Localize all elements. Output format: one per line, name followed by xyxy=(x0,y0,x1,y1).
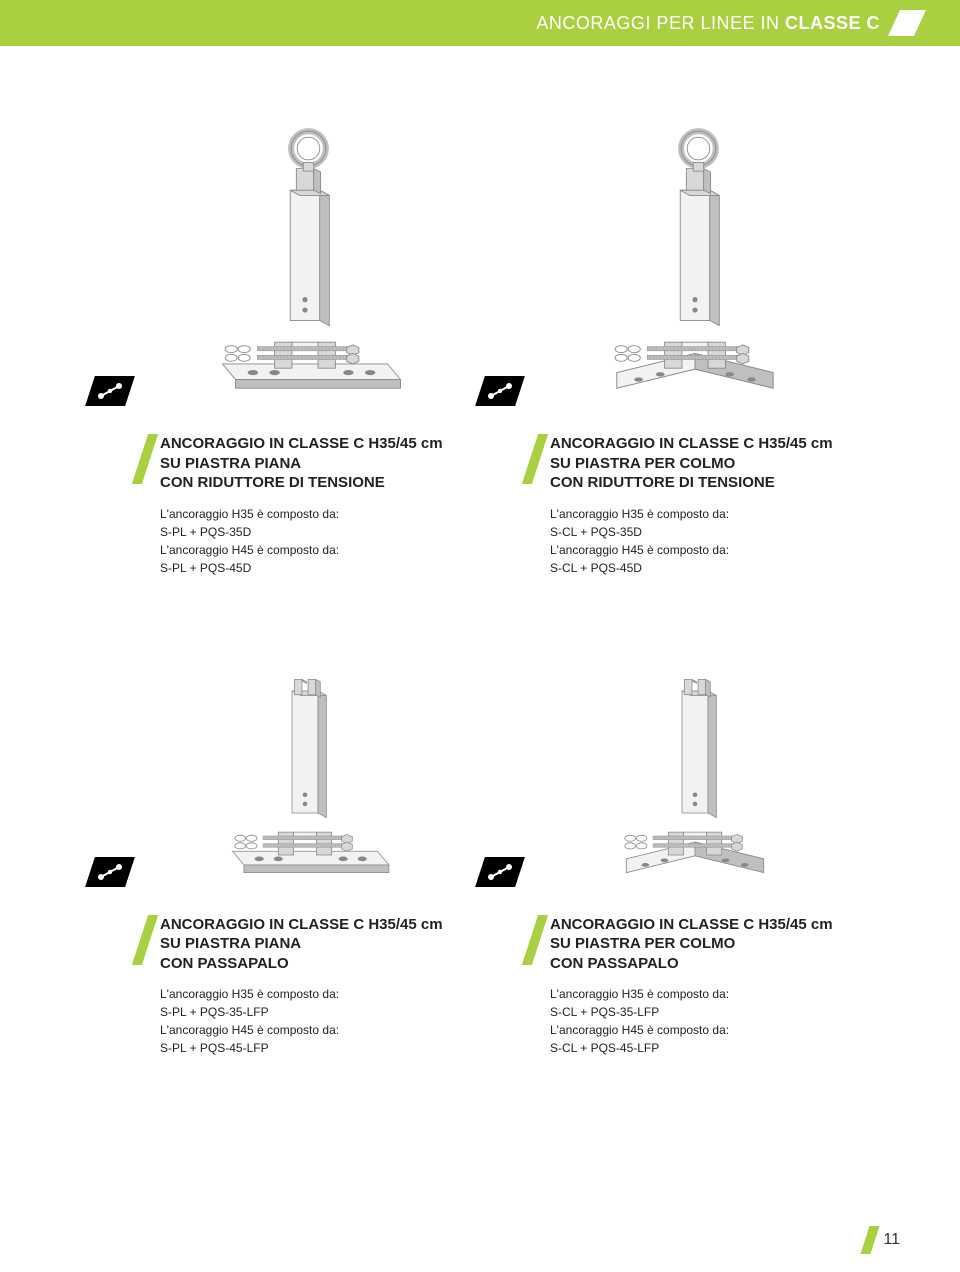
product-illustration xyxy=(530,607,860,897)
title-slash-icon xyxy=(132,915,158,965)
product-title: ANCORAGGIO IN CLASSE C H35/45 cmSU PIAST… xyxy=(160,434,443,493)
product-title: ANCORAGGIO IN CLASSE C H35/45 cmSU PIAST… xyxy=(550,915,833,974)
intermediate-anchor-icon xyxy=(85,857,135,887)
product-title-row: ANCORAGGIO IN CLASSE C H35/45 cmSU PIAST… xyxy=(140,434,470,493)
product-illustration xyxy=(140,607,470,897)
header-bold: CLASSE C xyxy=(785,13,880,33)
product-grid: ANCORAGGIO IN CLASSE C H35/45 cmSU PIAST… xyxy=(0,46,960,1137)
product-title-row: ANCORAGGIO IN CLASSE C H35/45 cmSU PIAST… xyxy=(530,434,860,493)
intermediate-anchor-icon xyxy=(85,376,135,406)
footer-slash-icon xyxy=(861,1226,880,1254)
title-slash-icon xyxy=(522,434,548,484)
product-illustration xyxy=(140,86,470,416)
product-description: L'ancoraggio H35 è composto da:S-CL + PQ… xyxy=(550,985,860,1057)
page-footer: 11 xyxy=(865,1226,900,1254)
product-cell: ANCORAGGIO IN CLASSE C H35/45 cmSU PIAST… xyxy=(140,607,470,1098)
title-slash-icon xyxy=(132,434,158,484)
product-cell: ANCORAGGIO IN CLASSE C H35/45 cmSU PIAST… xyxy=(530,607,860,1098)
product-description: L'ancoraggio H35 è composto da:S-PL + PQ… xyxy=(160,505,470,577)
header-title: ANCORAGGI PER LINEE IN CLASSE C xyxy=(536,13,880,34)
product-description: L'ancoraggio H35 è composto da:S-CL + PQ… xyxy=(550,505,860,577)
product-cell: ANCORAGGIO IN CLASSE C H35/45 cmSU PIAST… xyxy=(140,86,470,577)
intermediate-anchor-icon xyxy=(475,376,525,406)
product-title: ANCORAGGIO IN CLASSE C H35/45 cmSU PIAST… xyxy=(160,915,443,974)
product-illustration xyxy=(530,86,860,416)
product-title-row: ANCORAGGIO IN CLASSE C H35/45 cmSU PIAST… xyxy=(530,915,860,974)
header-slash-icon xyxy=(888,10,926,36)
product-title-row: ANCORAGGIO IN CLASSE C H35/45 cmSU PIAST… xyxy=(140,915,470,974)
product-description: L'ancoraggio H35 è composto da:S-PL + PQ… xyxy=(160,985,470,1057)
title-slash-icon xyxy=(522,915,548,965)
header-band: ANCORAGGI PER LINEE IN CLASSE C xyxy=(0,0,960,46)
product-title: ANCORAGGIO IN CLASSE C H35/45 cmSU PIAST… xyxy=(550,434,833,493)
intermediate-anchor-icon xyxy=(475,857,525,887)
page-number: 11 xyxy=(883,1231,900,1249)
product-cell: ANCORAGGIO IN CLASSE C H35/45 cmSU PIAST… xyxy=(530,86,860,577)
header-prefix: ANCORAGGI PER LINEE IN xyxy=(536,13,785,33)
